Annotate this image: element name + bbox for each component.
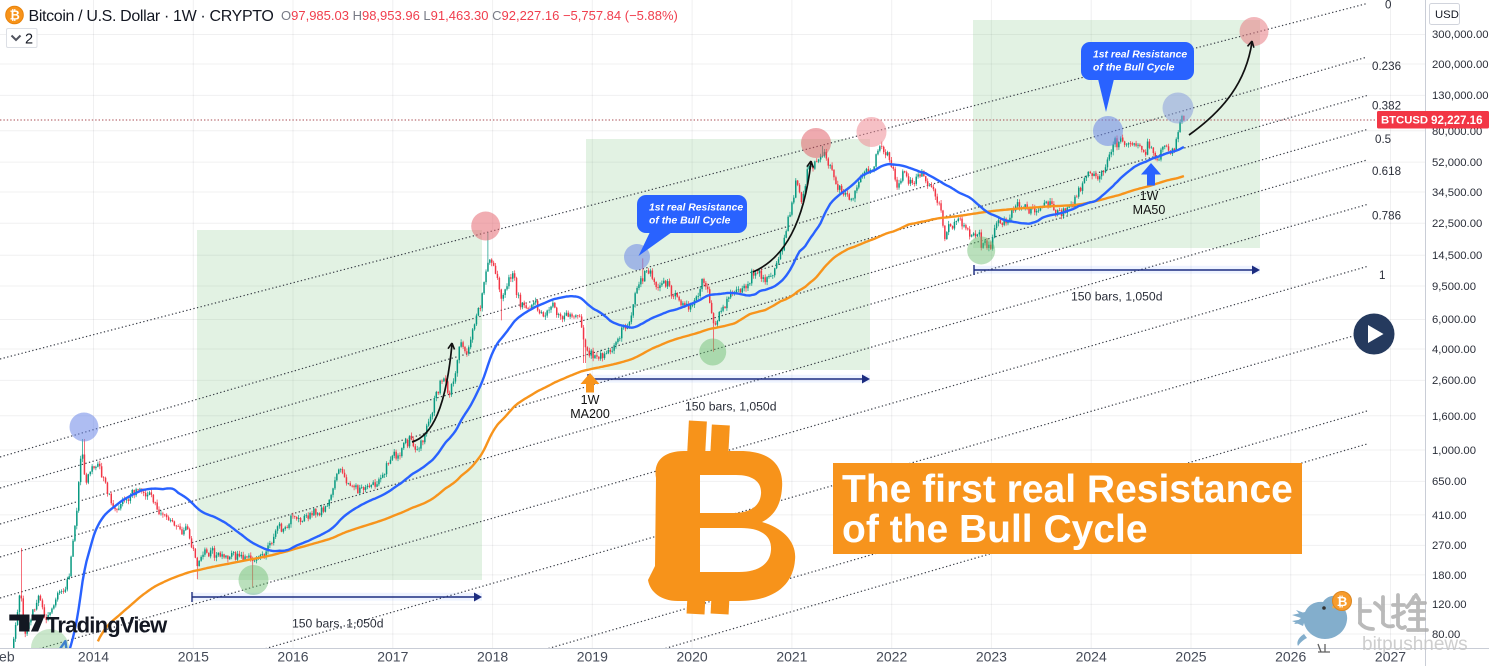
svg-text:22,500.00: 22,500.00: [1432, 218, 1482, 230]
svg-text:BTCUSD: BTCUSD: [1381, 115, 1428, 127]
svg-text:80.00: 80.00: [1432, 629, 1460, 641]
svg-text:2016: 2016: [277, 649, 308, 665]
svg-text:300,000.00: 300,000.00: [1432, 29, 1489, 41]
svg-text:bitpushnews: bitpushnews: [1362, 634, 1468, 655]
svg-text:1,000.00: 1,000.00: [1432, 445, 1476, 457]
svg-text:MA200: MA200: [570, 407, 610, 421]
svg-text:2026: 2026: [1275, 649, 1306, 665]
svg-text:0.236: 0.236: [1372, 60, 1401, 73]
svg-text:2021: 2021: [776, 649, 807, 665]
svg-text:150 bars, 1,050d: 150 bars, 1,050d: [685, 400, 776, 414]
svg-text:2022: 2022: [876, 649, 907, 665]
svg-text:₿: ₿: [10, 9, 20, 23]
svg-text:0.786: 0.786: [1372, 210, 1401, 223]
svg-text:130,000.00: 130,000.00: [1432, 90, 1489, 102]
svg-text:2023: 2023: [976, 649, 1007, 665]
svg-text:0.618: 0.618: [1372, 165, 1401, 178]
svg-text:MA50: MA50: [1133, 203, 1166, 217]
svg-text:2: 2: [25, 32, 33, 48]
svg-text:The first real Resistance: The first real Resistance: [842, 468, 1293, 511]
svg-text:1st real Resistance: 1st real Resistance: [1093, 50, 1187, 61]
svg-text:1W: 1W: [1140, 189, 1159, 203]
svg-text:1,600.00: 1,600.00: [1432, 411, 1476, 423]
svg-text:410.00: 410.00: [1432, 510, 1467, 522]
svg-text:2018: 2018: [477, 649, 508, 665]
svg-text:180.00: 180.00: [1432, 570, 1467, 582]
svg-text:14,500.00: 14,500.00: [1432, 250, 1482, 262]
svg-text:150 bars, 1,050d: 150 bars, 1,050d: [292, 617, 383, 631]
svg-text:TradingView: TradingView: [46, 613, 168, 638]
svg-text:80,000.00: 80,000.00: [1432, 126, 1482, 138]
svg-text:2019: 2019: [577, 649, 608, 665]
svg-text:6,000.00: 6,000.00: [1432, 314, 1476, 326]
svg-text:2014: 2014: [78, 649, 109, 665]
svg-text:1W: 1W: [581, 393, 600, 407]
svg-text:4,000.00: 4,000.00: [1432, 344, 1476, 356]
svg-text:52,000.00: 52,000.00: [1432, 157, 1482, 169]
svg-text:1: 1: [1379, 269, 1385, 282]
svg-text:120.00: 120.00: [1432, 599, 1467, 611]
svg-text:0.382: 0.382: [1372, 100, 1401, 113]
svg-text:0.5: 0.5: [1375, 133, 1391, 146]
svg-text:Bitcoin / U.S. Dollar · 1W · C: Bitcoin / U.S. Dollar · 1W · CRYPTO: [29, 8, 274, 25]
svg-text:2027: 2027: [1375, 649, 1406, 665]
svg-text:2020: 2020: [677, 649, 708, 665]
svg-text:of the Bull Cycle: of the Bull Cycle: [649, 216, 731, 227]
svg-text:270.00: 270.00: [1432, 540, 1467, 552]
svg-text:of the Bull Cycle: of the Bull Cycle: [1093, 63, 1175, 74]
svg-text:650.00: 650.00: [1432, 476, 1467, 488]
svg-text:92,227.16: 92,227.16: [1431, 114, 1483, 127]
svg-text:1st real Resistance: 1st real Resistance: [649, 203, 743, 214]
svg-text:2017: 2017: [377, 649, 408, 665]
svg-text:9,500.00: 9,500.00: [1432, 281, 1476, 293]
svg-text:USD: USD: [1435, 9, 1459, 21]
svg-text:2015: 2015: [178, 649, 209, 665]
svg-text:2024: 2024: [1076, 649, 1107, 665]
svg-text:150 bars, 1,050d: 150 bars, 1,050d: [1071, 290, 1162, 304]
svg-text:Feb: Feb: [0, 649, 15, 665]
svg-text:2025: 2025: [1175, 649, 1206, 665]
svg-text:of the Bull Cycle: of the Bull Cycle: [842, 508, 1148, 551]
svg-text:O97,985.03 H98,953.96 L91,463.: O97,985.03 H98,953.96 L91,463.30 C92,227…: [281, 8, 678, 23]
svg-text:34,500.00: 34,500.00: [1432, 187, 1482, 199]
svg-text:200,000.00: 200,000.00: [1432, 59, 1489, 71]
svg-text:2,600.00: 2,600.00: [1432, 375, 1476, 387]
svg-text:0: 0: [1385, 0, 1391, 12]
svg-text:₿: ₿: [1337, 594, 1348, 609]
